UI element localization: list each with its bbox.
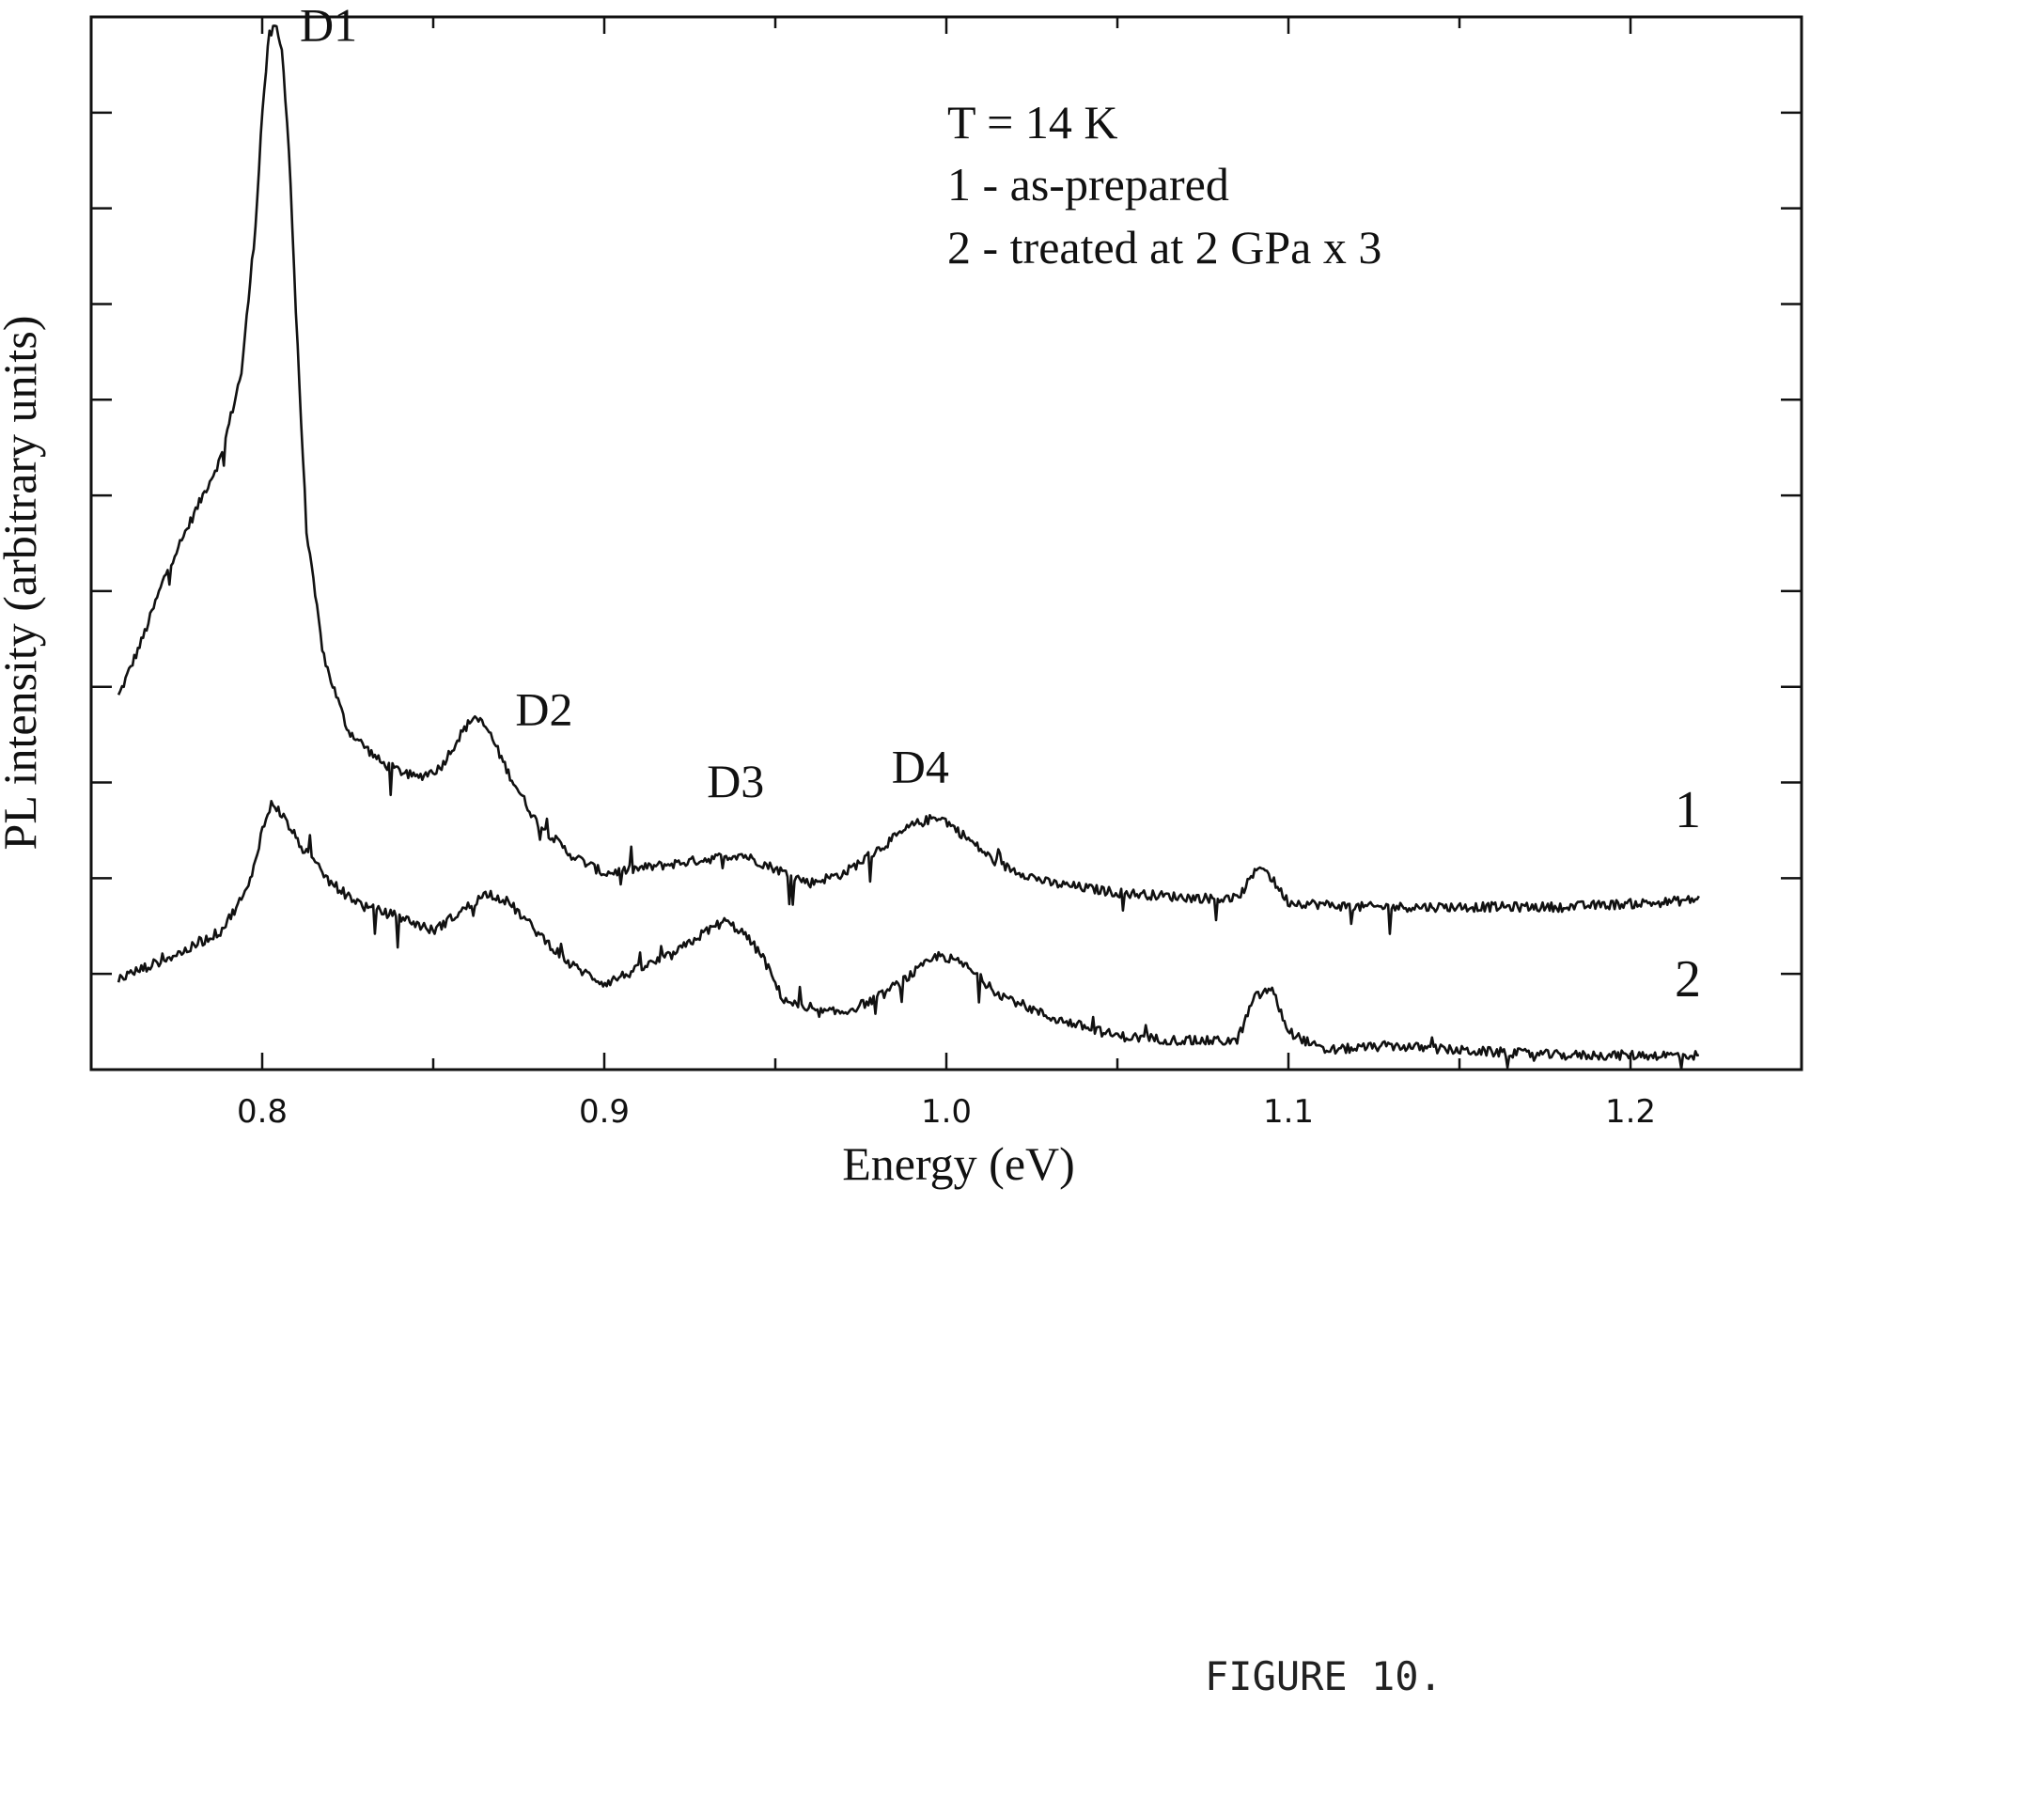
- x-tick-label: 1.2: [1605, 1093, 1656, 1131]
- peak-label-d3: D3: [707, 755, 764, 807]
- series-layer: [117, 24, 1700, 1071]
- peak-label-d1: D1: [300, 0, 357, 51]
- series-2-label: 2: [1675, 950, 1701, 1009]
- x-axis-ticks: [89, 17, 1803, 1070]
- peak-labels: D1 D2 D3 D4: [300, 0, 949, 807]
- annotation-series-1: 1 - as-prepared: [947, 158, 1229, 211]
- peak-label-d2: D2: [515, 682, 572, 735]
- x-tick-label: 0.8: [237, 1093, 288, 1131]
- x-tick-label: 0.9: [579, 1093, 630, 1131]
- x-tick-label: 1.1: [1263, 1093, 1314, 1131]
- figure-caption: FIGURE 10.: [1205, 1653, 1443, 1699]
- series-line-1: [117, 24, 1700, 935]
- peak-label-d4: D4: [892, 741, 949, 793]
- plot-frame: [89, 15, 1803, 1071]
- annotation-temperature: T = 14 K: [947, 96, 1117, 149]
- series-1-label: 1: [1675, 781, 1701, 839]
- x-axis-title: Energy (eV): [842, 1137, 1075, 1190]
- y-axis-ticks: [91, 111, 1802, 976]
- annotation-series-2: 2 - treated at 2 GPa x 3: [947, 221, 1381, 274]
- x-axis-tick-labels: 0.8 0.9 1.0 1.1 1.2: [237, 1093, 1656, 1131]
- x-tick-label: 1.0: [921, 1093, 972, 1131]
- series-line-2: [117, 800, 1700, 1071]
- y-axis-title: PL intensity (arbitrary units): [0, 316, 46, 851]
